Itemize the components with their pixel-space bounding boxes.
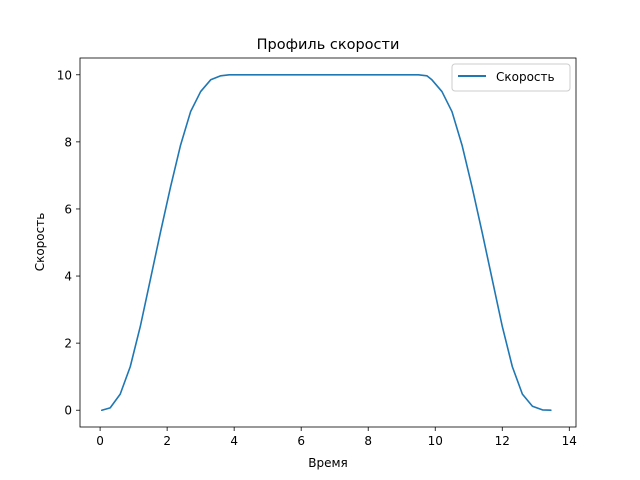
chart-title: Профиль скорости (257, 37, 400, 53)
x-tick-label: 14 (562, 434, 577, 448)
legend: Скорость (451, 63, 571, 92)
x-axis-title: Время (308, 456, 348, 470)
x-tick-label: 10 (428, 434, 443, 448)
x-tick-label: 4 (230, 434, 238, 448)
y-tick-label: 8 (64, 135, 72, 149)
y-tick-label: 10 (57, 68, 72, 82)
y-axis-title: Скорость (33, 213, 47, 272)
y-tick-label: 0 (64, 404, 72, 418)
legend-label: Скорость (496, 70, 555, 84)
series-line-0 (100, 73, 552, 412)
x-tick-label: 8 (364, 434, 372, 448)
axes-frame (79, 57, 577, 428)
y-tick-label: 4 (64, 270, 72, 284)
y-tick-label: 2 (64, 337, 72, 351)
x-tick-label: 0 (96, 434, 104, 448)
y-tick-label: 6 (64, 202, 72, 216)
x-tick-label: 12 (495, 434, 510, 448)
legend-box (451, 63, 571, 92)
plot-area: 0 2 4 6 8 10 12 14 0 2 4 6 8 10 (57, 57, 577, 448)
x-tick-label: 2 (163, 434, 171, 448)
x-tick-label: 6 (297, 434, 305, 448)
